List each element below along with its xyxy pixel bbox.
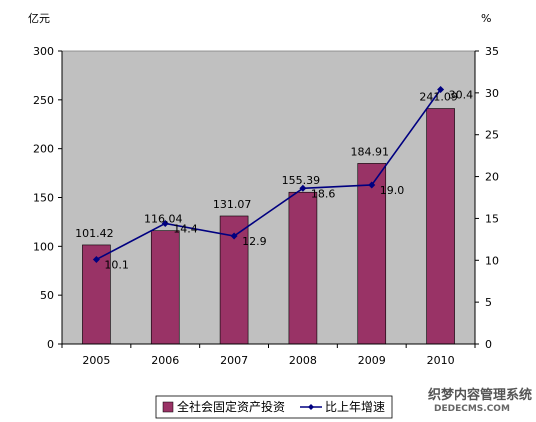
x-tick-label: 2010: [427, 354, 455, 367]
growth-value-label: 30.4: [449, 89, 474, 102]
growth-marker-2008: [299, 184, 307, 192]
growth-value-label: 18.6: [311, 187, 336, 200]
bar-value-label: 155.39: [282, 174, 321, 187]
left-tick-label: 200: [33, 143, 54, 156]
bar-2009: [357, 163, 387, 345]
right-tick-label: 30: [485, 87, 499, 100]
right-tick-label: 20: [485, 171, 499, 184]
left-tick-label: 0: [47, 338, 54, 351]
left-tick-label: 50: [40, 289, 54, 302]
right-tick-label: 0: [485, 338, 492, 351]
watermark-sub: DEDECMS.COM: [434, 404, 510, 414]
bar-value-label: 116.04: [144, 213, 183, 226]
growth-marker-2006: [161, 219, 169, 227]
growth-marker-2005: [92, 255, 100, 263]
growth-value-label: 14.4: [173, 222, 198, 235]
watermark: 织梦内容管理系统 DEDECMS.COM: [428, 387, 532, 414]
bar-2006: [150, 230, 180, 345]
x-tick-label: 2008: [289, 354, 317, 367]
left-tick-label: 150: [33, 192, 54, 205]
x-tick-label: 2007: [220, 354, 248, 367]
legend-bar-swatch: [162, 401, 174, 413]
left-tick-label: 250: [33, 94, 54, 107]
bar-value-label: 131.07: [213, 198, 252, 211]
x-tick-label: 2006: [151, 354, 179, 367]
right-axis-unit: %: [481, 12, 491, 25]
growth-value-label: 19.0: [380, 184, 405, 197]
bar-2008: [288, 191, 318, 345]
growth-value-label: 12.9: [242, 235, 266, 248]
legend-line-label: 比上年增速: [325, 400, 385, 414]
bar-value-label: 184.91: [351, 145, 390, 158]
growth-marker-2007: [230, 232, 238, 240]
right-tick-label: 15: [485, 212, 499, 225]
right-tick-label: 35: [485, 45, 499, 58]
bar-value-label: 241.09: [419, 91, 458, 104]
watermark-main: 织梦内容管理系统: [428, 387, 532, 403]
left-tick-label: 300: [33, 45, 54, 58]
plot-area: [61, 50, 476, 345]
legend-bar-label: 全社会固定资产投资: [177, 399, 285, 414]
legend-line-marker: [308, 404, 314, 410]
legend-box: [155, 395, 393, 419]
bar-2010: [426, 108, 455, 345]
x-tick-label: 2005: [82, 354, 110, 367]
right-tick-label: 10: [485, 254, 499, 267]
legend: 全社会固定资产投资 比上年增速: [155, 395, 393, 419]
growth-value-label: 10.1: [104, 258, 128, 271]
left-tick-label: 100: [33, 240, 54, 253]
growth-line: [96, 89, 442, 261]
bar-value-label: 101.42: [75, 227, 114, 240]
right-tick-label: 5: [485, 296, 492, 309]
growth-marker-2009: [368, 181, 376, 189]
x-tick-label: 2009: [358, 354, 386, 367]
growth-marker-2010: [437, 86, 445, 94]
left-axis-unit: 亿元: [28, 12, 50, 25]
right-tick-label: 25: [485, 129, 499, 142]
